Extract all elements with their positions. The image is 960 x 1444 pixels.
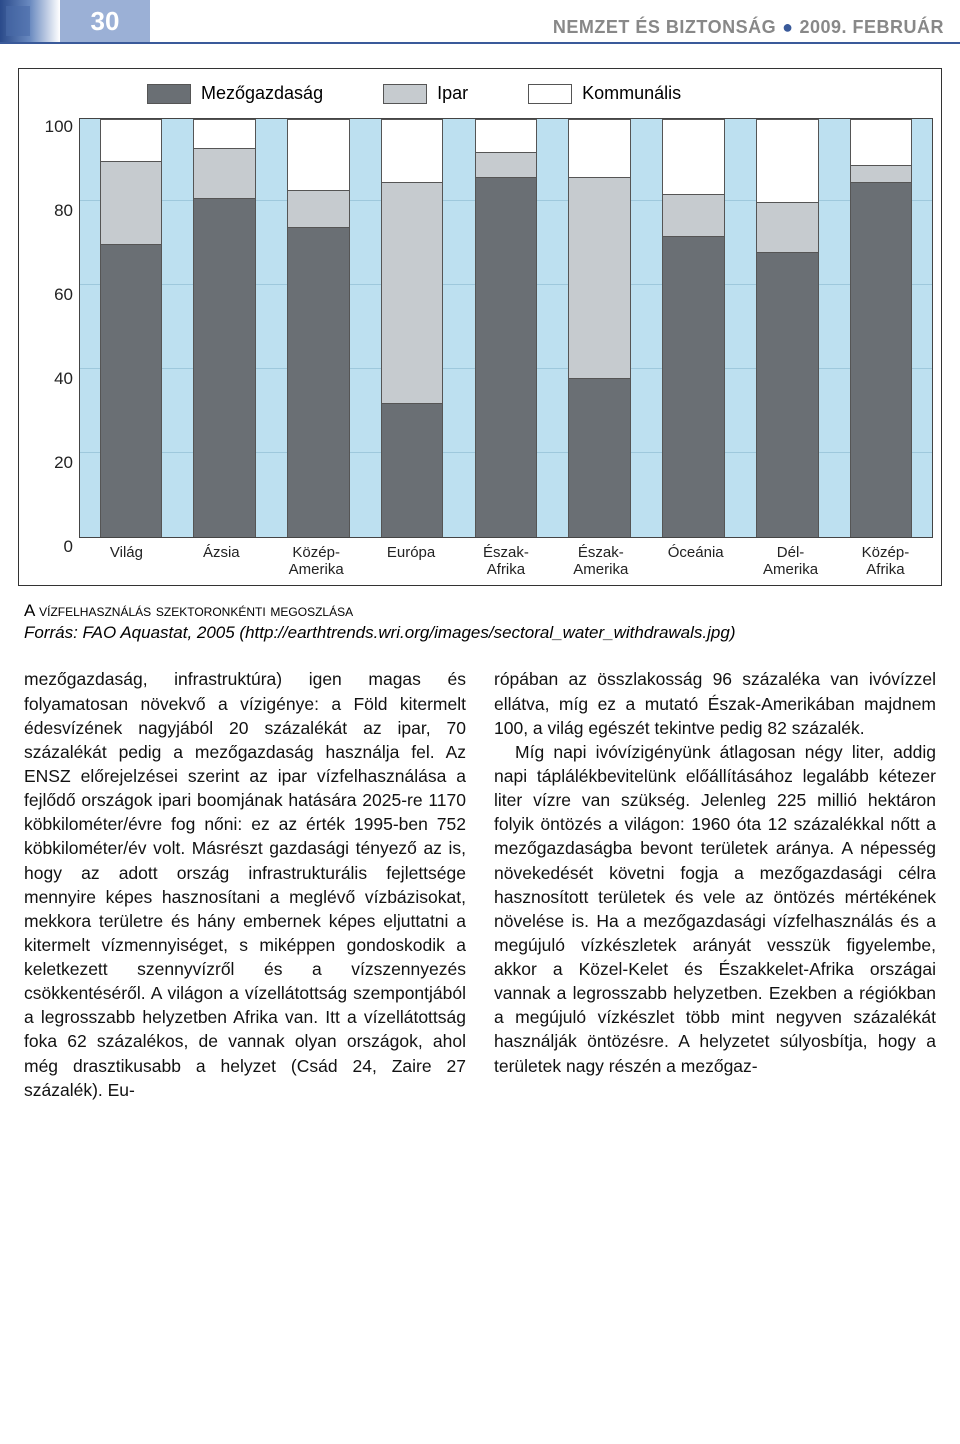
journal-title-left: NEMZET ÉS BIZTONSÁG	[553, 17, 776, 38]
chart-y-axis: 020406080100	[27, 118, 79, 538]
y-tick-label: 60	[54, 285, 73, 305]
bar-slot	[185, 119, 265, 537]
stacked-bar	[193, 119, 256, 537]
bar-segment-mezogazdasag	[663, 237, 724, 537]
bar-slot	[91, 119, 171, 537]
bar-segment-ipar	[663, 195, 724, 237]
bar-segment-ipar	[194, 149, 255, 199]
bar-segment-kommunalis	[851, 120, 912, 166]
bar-slot	[278, 119, 358, 537]
stacked-bar	[287, 119, 350, 537]
legend-item: Mezőgazdaság	[147, 83, 323, 104]
bar-segment-ipar	[851, 166, 912, 183]
bar-slot	[466, 119, 546, 537]
legend-item: Ipar	[383, 83, 468, 104]
bar-slot	[372, 119, 452, 537]
bullet-icon: ●	[782, 17, 793, 38]
x-tick-label: Európa	[371, 544, 452, 579]
chart-plot	[79, 118, 933, 538]
bar-segment-ipar	[288, 191, 349, 229]
bar-segment-kommunalis	[288, 120, 349, 191]
stacked-bar	[475, 119, 538, 537]
chart-plot-wrap: 020406080100	[27, 118, 933, 538]
legend-item: Kommunális	[528, 83, 681, 104]
bar-segment-mezogazdasag	[382, 404, 443, 537]
legend-swatch-icon	[383, 84, 427, 104]
bar-segment-kommunalis	[382, 120, 443, 183]
bar-segment-kommunalis	[757, 120, 818, 203]
header-logo-icon	[0, 0, 60, 42]
bar-segment-kommunalis	[476, 120, 537, 153]
x-tick-label: Közép-Amerika	[276, 544, 357, 579]
body-paragraph: rópában az összlakosság 96 százaléka van…	[494, 667, 936, 739]
bar-segment-mezogazdasag	[194, 199, 255, 537]
body-columns: mezőgazdaság, infrastruktúra) igen magas…	[24, 667, 936, 1102]
chart-x-labels: Világ Ázsia Közép-Amerika Európa Észak-Afrik…	[27, 544, 933, 579]
bar-segment-mezogazdasag	[101, 245, 162, 537]
body-paragraph: Míg napi ivóvízigényünk átlagosan négy l…	[494, 740, 936, 1078]
bar-segment-mezogazdasag	[757, 253, 818, 537]
bar-segment-mezogazdasag	[476, 178, 537, 537]
legend-label: Mezőgazdaság	[201, 83, 323, 104]
bar-segment-mezogazdasag	[569, 379, 630, 537]
journal-title-right: 2009. FEBRUÁR	[799, 17, 944, 38]
page-header: 30 NEMZET ÉS BIZTONSÁG ● 2009. FEBRUÁR	[0, 0, 960, 44]
legend-label: Ipar	[437, 83, 468, 104]
stacked-bar	[100, 119, 163, 537]
bar-slot	[841, 119, 921, 537]
y-tick-label: 40	[54, 369, 73, 389]
chart-frame: MezőgazdaságIparKommunális 020406080100 …	[18, 68, 942, 586]
bar-segment-ipar	[382, 183, 443, 404]
stacked-bar	[568, 119, 631, 537]
legend-swatch-icon	[147, 84, 191, 104]
caption-source: Forrás: FAO Aquastat, 2005 (http://earth…	[24, 622, 936, 645]
bar-slot	[653, 119, 733, 537]
bar-segment-ipar	[757, 203, 818, 253]
x-tick-label: Óceánia	[655, 544, 736, 579]
bar-slot	[560, 119, 640, 537]
stacked-bar	[850, 119, 913, 537]
bar-segment-mezogazdasag	[851, 183, 912, 537]
bar-segment-kommunalis	[569, 120, 630, 178]
x-tick-label: Dél-Amerika	[750, 544, 831, 579]
page-number: 30	[60, 0, 150, 42]
x-tick-label: Közép-Afrika	[845, 544, 926, 579]
y-tick-label: 0	[64, 537, 73, 557]
bar-segment-kommunalis	[663, 120, 724, 195]
bar-segment-ipar	[569, 178, 630, 378]
stacked-bar	[381, 119, 444, 537]
bar-slot	[747, 119, 827, 537]
stacked-bar	[662, 119, 725, 537]
chart-legend: Mezőgazdaság Ipar Kommunális	[27, 79, 933, 118]
body-col-left: mezőgazdaság, infrastruktúra) igen magas…	[24, 667, 466, 1102]
body-col-right: rópában az összlakosság 96 százaléka van…	[494, 667, 936, 1102]
bar-segment-ipar	[476, 153, 537, 178]
x-tick-label: Észak-Afrika	[465, 544, 546, 579]
stacked-bar	[756, 119, 819, 537]
legend-swatch-icon	[528, 84, 572, 104]
bar-segment-ipar	[101, 162, 162, 245]
body-paragraph: mezőgazdaság, infrastruktúra) igen magas…	[24, 667, 466, 1102]
x-tick-label: Észak-Amerika	[560, 544, 641, 579]
bar-segment-kommunalis	[101, 120, 162, 162]
legend-label: Kommunális	[582, 83, 681, 104]
x-tick-label: Ázsia	[181, 544, 262, 579]
chart-caption: A vízfelhasználás szektoronkénti megoszl…	[24, 600, 936, 646]
journal-title: NEMZET ÉS BIZTONSÁG ● 2009. FEBRUÁR	[553, 0, 960, 42]
bar-segment-mezogazdasag	[288, 228, 349, 537]
caption-title: A vízfelhasználás szektoronkénti megoszl…	[24, 600, 936, 623]
x-tick-label: Világ	[86, 544, 167, 579]
y-tick-label: 100	[45, 117, 73, 137]
bar-segment-kommunalis	[194, 120, 255, 149]
y-tick-label: 80	[54, 201, 73, 221]
y-tick-label: 20	[54, 453, 73, 473]
